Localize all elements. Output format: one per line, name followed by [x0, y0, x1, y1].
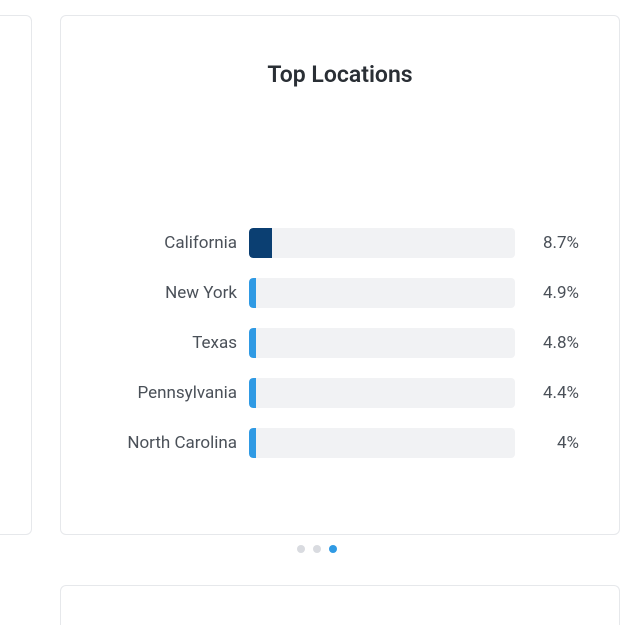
- location-label: New York: [101, 283, 249, 303]
- carousel-dot[interactable]: [329, 545, 337, 553]
- carousel-dots: [0, 545, 633, 553]
- location-value: 4.9%: [515, 283, 579, 303]
- location-rows: California 8.7% New York 4.9% Texas 4.8% Penns…: [101, 228, 579, 458]
- carousel-dot[interactable]: [313, 545, 321, 553]
- bar-fill: [249, 378, 256, 408]
- location-value: 8.7%: [515, 233, 579, 253]
- bar-track: [249, 278, 515, 308]
- bar-track: [249, 228, 515, 258]
- bar-fill: [249, 228, 272, 258]
- location-row: California 8.7%: [101, 228, 579, 258]
- location-row: New York 4.9%: [101, 278, 579, 308]
- location-value: 4.4%: [515, 383, 579, 403]
- bar-fill: [249, 328, 256, 358]
- top-locations-card: Top Locations California 8.7% New York 4.9%…: [60, 15, 620, 535]
- card-title: Top Locations: [101, 61, 579, 88]
- location-label: North Carolina: [101, 433, 249, 453]
- prev-card-edge: [0, 15, 32, 535]
- location-label: California: [101, 233, 249, 253]
- location-label: Pennsylvania: [101, 383, 249, 403]
- bar-fill: [249, 278, 256, 308]
- bar-track: [249, 428, 515, 458]
- bar-fill: [249, 428, 256, 458]
- bar-track: [249, 378, 515, 408]
- location-row: North Carolina 4%: [101, 428, 579, 458]
- bar-track: [249, 328, 515, 358]
- location-value: 4%: [515, 433, 579, 453]
- location-label: Texas: [101, 333, 249, 353]
- carousel-dot[interactable]: [297, 545, 305, 553]
- next-card-edge: [60, 585, 620, 625]
- location-row: Texas 4.8%: [101, 328, 579, 358]
- location-value: 4.8%: [515, 333, 579, 353]
- location-row: Pennsylvania 4.4%: [101, 378, 579, 408]
